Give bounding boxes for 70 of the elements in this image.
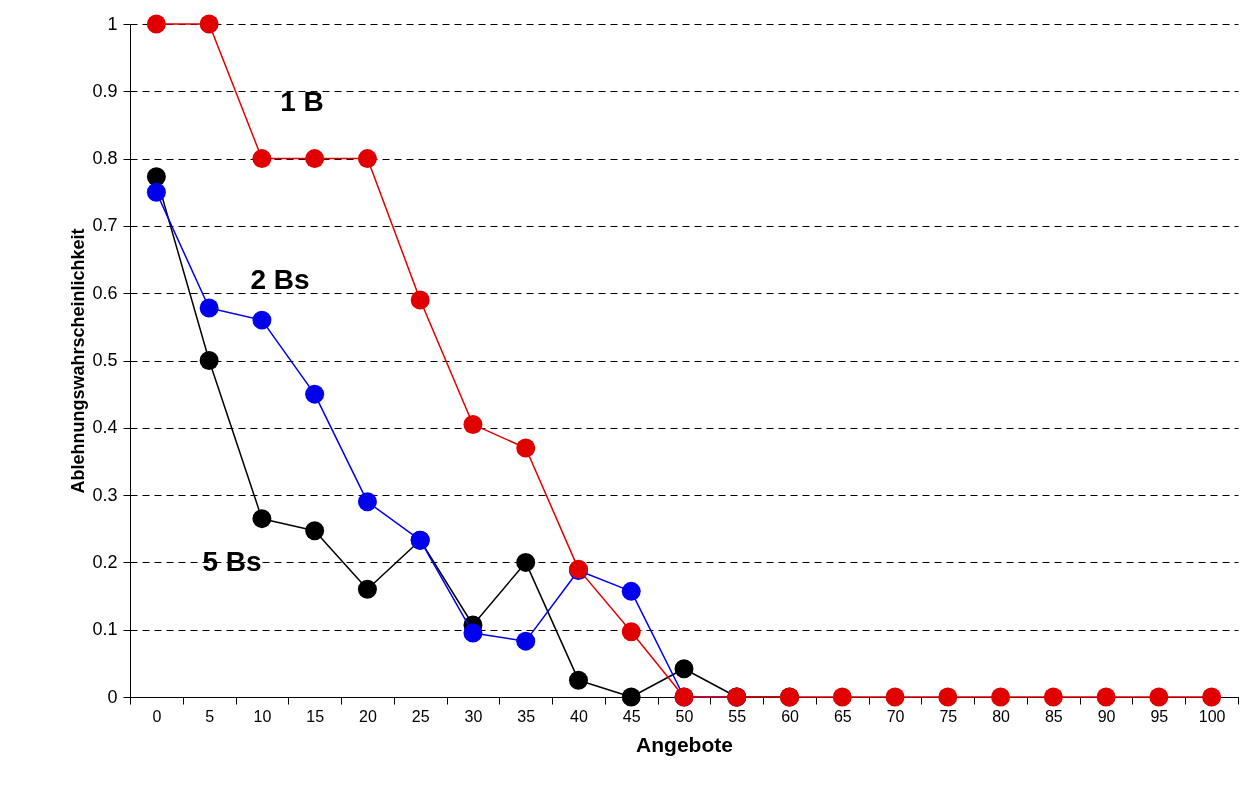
series-label: 2 Bs xyxy=(250,264,310,295)
point xyxy=(146,167,166,187)
point xyxy=(1149,687,1169,707)
x-tick-label: 90 xyxy=(1097,707,1116,725)
x-tick-label: 80 xyxy=(992,707,1011,725)
point xyxy=(1202,687,1222,707)
x-tick-label: 50 xyxy=(675,707,694,725)
y-tick-label: 0.7 xyxy=(92,215,118,236)
y-tick-label: 0.1 xyxy=(92,619,118,640)
x-tick-label: 15 xyxy=(306,707,325,725)
point xyxy=(621,687,641,707)
y-axis-title: Ablehnungswahrscheinlichkeit xyxy=(68,228,89,494)
point xyxy=(463,623,483,643)
point xyxy=(516,552,536,572)
x-tick-label: 35 xyxy=(517,707,536,725)
y-tick-label: 0.9 xyxy=(92,80,118,101)
x-tick-label: 65 xyxy=(833,707,852,725)
point xyxy=(199,14,219,34)
point xyxy=(674,659,694,679)
point xyxy=(305,149,325,169)
x-tick-label: 0 xyxy=(152,707,162,725)
point xyxy=(568,670,588,690)
x-tick-label: 30 xyxy=(464,707,483,725)
point xyxy=(410,290,430,310)
point xyxy=(199,298,219,318)
point xyxy=(938,687,958,707)
x-tick-label: 25 xyxy=(411,707,430,725)
series-label: 1 B xyxy=(280,86,324,117)
point xyxy=(305,521,325,541)
y-tick-label: 0.5 xyxy=(92,350,118,370)
point xyxy=(146,182,166,202)
point xyxy=(1096,687,1116,707)
point xyxy=(991,687,1011,707)
y-tick-label: 1 xyxy=(107,13,118,34)
x-tick-label: 55 xyxy=(728,707,747,725)
x-tick-label: 20 xyxy=(359,707,377,725)
point xyxy=(832,687,852,707)
x-tick-label: 70 xyxy=(886,707,905,725)
point xyxy=(252,509,272,529)
point xyxy=(305,384,325,404)
x-tick-label: 60 xyxy=(781,707,800,725)
x-tick-label: 5 xyxy=(205,707,215,725)
x-tick-label: 10 xyxy=(253,707,272,725)
x-tick-label: 45 xyxy=(622,707,641,725)
point xyxy=(357,149,377,169)
point xyxy=(199,351,219,370)
x-tick-label: 40 xyxy=(570,707,588,725)
y-tick-label: 0.8 xyxy=(92,148,118,169)
x-tick-label: 100 xyxy=(1198,707,1226,725)
x-tick-label: 85 xyxy=(1044,707,1063,725)
point xyxy=(146,14,166,34)
point xyxy=(885,687,905,707)
point xyxy=(357,492,377,512)
point xyxy=(1043,687,1063,707)
point xyxy=(516,631,536,651)
x-axis-title: Angebote xyxy=(636,732,733,756)
y-tick-label: 0.4 xyxy=(92,417,118,438)
y-tick-label: 0 xyxy=(107,686,118,707)
point xyxy=(252,310,272,330)
point xyxy=(463,414,483,434)
y-tick-label: 0.6 xyxy=(92,282,118,303)
point xyxy=(516,438,536,458)
point xyxy=(621,581,641,601)
point xyxy=(252,149,272,169)
x-tick-label: 75 xyxy=(939,707,958,725)
point xyxy=(621,622,641,642)
y-tick-label: 0.2 xyxy=(92,551,118,572)
y-tick-label: 0.3 xyxy=(92,484,118,505)
point xyxy=(357,579,377,599)
x-tick-label: 95 xyxy=(1150,707,1169,725)
